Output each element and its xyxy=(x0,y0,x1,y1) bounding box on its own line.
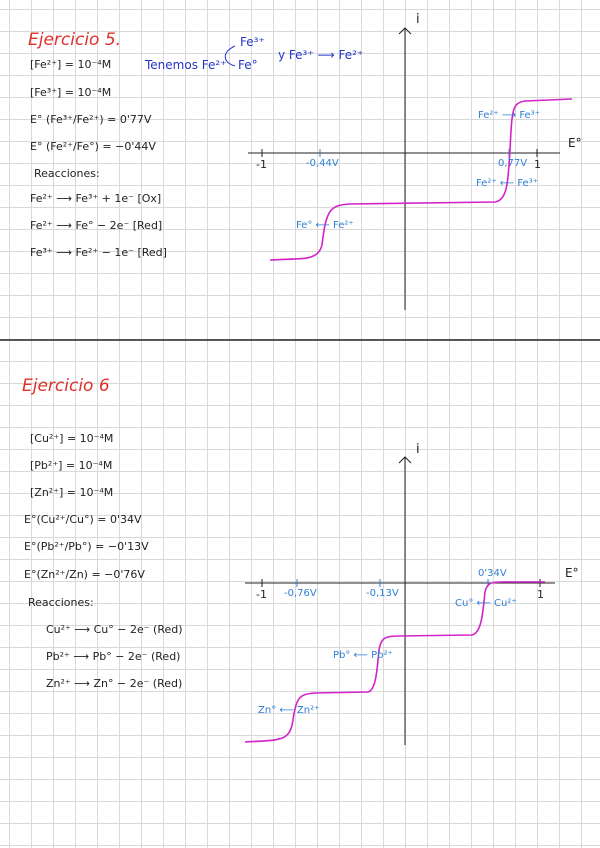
tick-label: 1 xyxy=(534,158,541,171)
reaction: Cu²⁺ ⟶ Cu° − 2e⁻ (Red) xyxy=(46,623,183,636)
given: [Zn²⁺] = 10⁻⁴M xyxy=(30,486,114,499)
axis-label: i xyxy=(416,12,420,27)
given: [Fe³⁺] = 10⁻⁴M xyxy=(30,86,112,99)
title: Ejercicio 6 xyxy=(22,376,110,396)
tick-label: -1 xyxy=(256,588,267,601)
annotation: Pb° ⟵ Pb²⁺ xyxy=(333,650,393,661)
curve-1 xyxy=(269,98,573,261)
note: Fe³⁺ xyxy=(240,35,265,49)
given: E°(Cu²⁺/Cu°) = 0'34V xyxy=(24,513,142,526)
annotation: Fe²⁺ ⟶ Fe³⁺ xyxy=(478,110,540,121)
note: Fe° xyxy=(238,58,258,72)
tick-label: -1 xyxy=(256,158,267,171)
given: E° (Fe²⁺/Fe°) = −0'44V xyxy=(30,140,156,153)
note: y Fe³⁺ ⟶ Fe²⁺ xyxy=(278,48,364,62)
tick-label: 1 xyxy=(537,588,544,601)
reaction: Fe²⁺ ⟶ Fe³⁺ + 1e⁻ [Ox] xyxy=(30,192,162,205)
annotation: Cu° ⟵ Cu²⁺ xyxy=(455,598,517,609)
tick-label: 0,77V xyxy=(498,158,528,169)
axis-label: i xyxy=(416,442,420,457)
reaction: Fe³⁺ ⟶ Fe²⁺ − 1e⁻ [Red] xyxy=(30,246,167,259)
reactions-title: Reacciones: xyxy=(34,167,100,180)
title: Ejercicio 5. xyxy=(28,30,122,50)
given: [Cu²⁺] = 10⁻⁴M xyxy=(30,432,114,445)
reaction: Zn²⁺ ⟶ Zn° − 2e⁻ (Red) xyxy=(46,677,183,690)
given: E°(Zn²⁺/Zn) = −0'76V xyxy=(24,568,145,581)
reactions-title: Reacciones: xyxy=(28,596,94,609)
reaction: Fe²⁺ ⟶ Fe° − 2e⁻ [Red] xyxy=(30,219,163,232)
given: E° (Fe³⁺/Fe²⁺) = 0'77V xyxy=(30,113,152,126)
note-arrows xyxy=(224,45,236,67)
annotation: Fe° ⟵ Fe²⁺ xyxy=(296,220,354,231)
curve-2 xyxy=(244,581,545,743)
given: E°(Pb²⁺/Pb°) = −0'13V xyxy=(24,540,149,553)
tick-label: -0,44V xyxy=(306,158,339,169)
axes-2 xyxy=(245,456,555,745)
tick-label: 0'34V xyxy=(478,568,507,579)
given: [Fe²⁺] = 10⁻⁴M xyxy=(30,58,112,71)
tick-label: -0,13V xyxy=(366,588,399,599)
annotation: Fe²⁺ ⟵ Fe³⁺ xyxy=(476,178,538,189)
axis-label: E° xyxy=(568,136,582,150)
note: Tenemos Fe²⁺ xyxy=(145,58,227,72)
annotation: Zn° ⟵ Zn²⁺ xyxy=(258,705,320,716)
axis-label: E° xyxy=(565,566,579,580)
tick-label: -0,76V xyxy=(284,588,317,599)
axes-1 xyxy=(248,27,560,310)
given: [Pb²⁺] = 10⁻⁴M xyxy=(30,459,113,472)
reaction: Pb²⁺ ⟶ Pb° − 2e⁻ (Red) xyxy=(46,650,181,663)
